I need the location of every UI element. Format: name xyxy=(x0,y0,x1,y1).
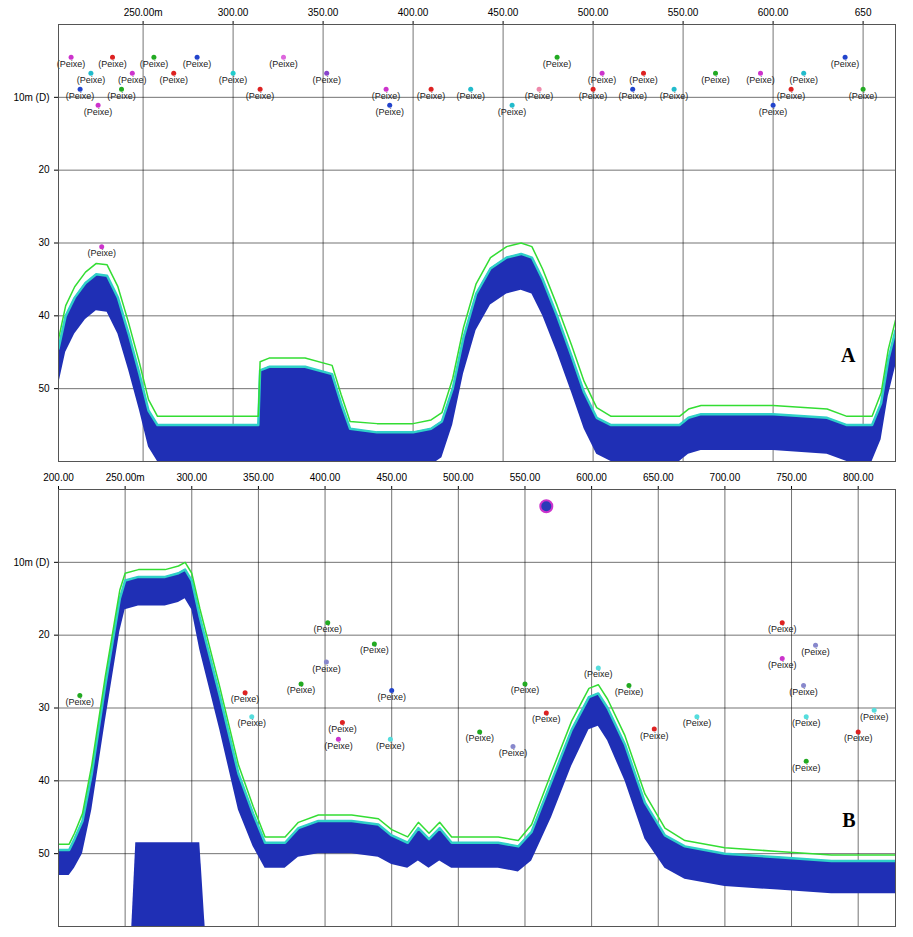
svg-text:(Peixe): (Peixe) xyxy=(376,741,405,751)
svg-text:(Peixe): (Peixe) xyxy=(77,75,106,85)
svg-text:650: 650 xyxy=(855,7,872,18)
svg-text:(Peixe): (Peixe) xyxy=(532,714,561,724)
svg-text:(Peixe): (Peixe) xyxy=(287,685,316,695)
svg-text:(Peixe): (Peixe) xyxy=(118,75,147,85)
svg-text:(Peixe): (Peixe) xyxy=(375,107,404,117)
svg-text:750.00: 750.00 xyxy=(776,472,807,483)
svg-text:(Peixe): (Peixe) xyxy=(498,107,527,117)
svg-text:40: 40 xyxy=(38,775,50,786)
svg-text:550.00: 550.00 xyxy=(510,472,541,483)
svg-text:10m (D): 10m (D) xyxy=(13,92,49,103)
svg-text:(Peixe): (Peixe) xyxy=(231,694,260,704)
svg-text:(Peixe): (Peixe) xyxy=(831,59,860,69)
svg-text:(Peixe): (Peixe) xyxy=(66,91,95,101)
svg-text:(Peixe): (Peixe) xyxy=(792,763,821,773)
svg-text:600.00: 600.00 xyxy=(758,7,789,18)
svg-text:(Peixe): (Peixe) xyxy=(849,91,878,101)
svg-text:(Peixe): (Peixe) xyxy=(777,91,806,101)
svg-text:(Peixe): (Peixe) xyxy=(860,712,889,722)
svg-text:(Peixe): (Peixe) xyxy=(360,645,389,655)
svg-text:(Peixe): (Peixe) xyxy=(313,624,342,634)
svg-text:700.00: 700.00 xyxy=(710,472,741,483)
svg-text:(Peixe): (Peixe) xyxy=(618,91,647,101)
svg-text:(Peixe): (Peixe) xyxy=(792,718,821,728)
svg-text:(Peixe): (Peixe) xyxy=(579,91,608,101)
svg-text:(Peixe): (Peixe) xyxy=(588,75,617,85)
svg-text:(Peixe): (Peixe) xyxy=(87,248,116,258)
svg-text:(Peixe): (Peixe) xyxy=(312,75,341,85)
svg-text:(Peixe): (Peixe) xyxy=(107,91,136,101)
svg-text:(Peixe): (Peixe) xyxy=(759,107,788,117)
svg-text:600.00: 600.00 xyxy=(576,472,607,483)
svg-text:550.00: 550.00 xyxy=(668,7,699,18)
svg-text:250.00m: 250.00m xyxy=(106,472,145,483)
svg-text:(Peixe): (Peixe) xyxy=(511,685,540,695)
svg-text:(Peixe): (Peixe) xyxy=(140,59,169,69)
svg-text:30: 30 xyxy=(38,237,50,248)
svg-text:(Peixe): (Peixe) xyxy=(183,59,212,69)
svg-text:(Peixe): (Peixe) xyxy=(312,664,341,674)
svg-text:20: 20 xyxy=(38,164,50,175)
svg-text:40: 40 xyxy=(38,310,50,321)
svg-text:350.00: 350.00 xyxy=(243,472,274,483)
svg-text:400.00: 400.00 xyxy=(398,7,429,18)
svg-text:20: 20 xyxy=(38,629,50,640)
svg-text:(Peixe): (Peixe) xyxy=(584,669,613,679)
svg-text:300.00: 300.00 xyxy=(218,7,249,18)
svg-text:50: 50 xyxy=(38,848,50,859)
svg-text:(Peixe): (Peixe) xyxy=(701,75,730,85)
svg-text:(Peixe): (Peixe) xyxy=(525,91,554,101)
svg-text:(Peixe): (Peixe) xyxy=(789,75,818,85)
svg-text:(Peixe): (Peixe) xyxy=(768,624,797,634)
svg-text:(Peixe): (Peixe) xyxy=(237,718,266,728)
svg-text:800.00: 800.00 xyxy=(843,472,874,483)
svg-text:(Peixe): (Peixe) xyxy=(372,91,401,101)
svg-text:(Peixe): (Peixe) xyxy=(615,687,644,697)
svg-text:(Peixe): (Peixe) xyxy=(683,718,712,728)
svg-text:450.00: 450.00 xyxy=(488,7,519,18)
svg-text:500.00: 500.00 xyxy=(578,7,609,18)
svg-text:(Peixe): (Peixe) xyxy=(789,687,818,697)
svg-text:200.00: 200.00 xyxy=(43,472,74,483)
svg-text:(Peixe): (Peixe) xyxy=(98,59,127,69)
svg-text:(Peixe): (Peixe) xyxy=(246,91,275,101)
svg-text:(Peixe): (Peixe) xyxy=(768,660,797,670)
svg-text:(Peixe): (Peixe) xyxy=(84,107,113,117)
svg-text:(Peixe): (Peixe) xyxy=(328,724,357,734)
svg-text:50: 50 xyxy=(38,383,50,394)
svg-text:A: A xyxy=(841,344,856,366)
svg-text:(Peixe): (Peixe) xyxy=(499,748,528,758)
svg-text:250.00m: 250.00m xyxy=(124,7,163,18)
svg-text:10m (D): 10m (D) xyxy=(13,557,49,568)
svg-text:(Peixe): (Peixe) xyxy=(159,75,188,85)
svg-text:(Peixe): (Peixe) xyxy=(377,692,406,702)
svg-text:(Peixe): (Peixe) xyxy=(660,91,689,101)
svg-text:(Peixe): (Peixe) xyxy=(629,75,658,85)
svg-text:(Peixe): (Peixe) xyxy=(417,91,446,101)
svg-text:650.00: 650.00 xyxy=(643,472,674,483)
svg-text:(Peixe): (Peixe) xyxy=(57,59,86,69)
svg-text:450.00: 450.00 xyxy=(376,472,407,483)
svg-text:300.00: 300.00 xyxy=(176,472,207,483)
svg-text:(Peixe): (Peixe) xyxy=(640,731,669,741)
svg-text:(Peixe): (Peixe) xyxy=(269,59,298,69)
svg-text:(Peixe): (Peixe) xyxy=(543,59,572,69)
svg-text:(Peixe): (Peixe) xyxy=(219,75,248,85)
svg-text:400.00: 400.00 xyxy=(310,472,341,483)
svg-text:350.00: 350.00 xyxy=(308,7,339,18)
svg-text:(Peixe): (Peixe) xyxy=(801,647,830,657)
svg-text:30: 30 xyxy=(38,702,50,713)
svg-text:(Peixe): (Peixe) xyxy=(844,733,873,743)
svg-text:(Peixe): (Peixe) xyxy=(456,91,485,101)
svg-text:(Peixe): (Peixe) xyxy=(746,75,775,85)
svg-text:500.00: 500.00 xyxy=(443,472,474,483)
svg-text:B: B xyxy=(842,809,855,831)
svg-text:(Peixe): (Peixe) xyxy=(66,697,95,707)
svg-text:(Peixe): (Peixe) xyxy=(465,733,494,743)
svg-text:(Peixe): (Peixe) xyxy=(324,741,353,751)
